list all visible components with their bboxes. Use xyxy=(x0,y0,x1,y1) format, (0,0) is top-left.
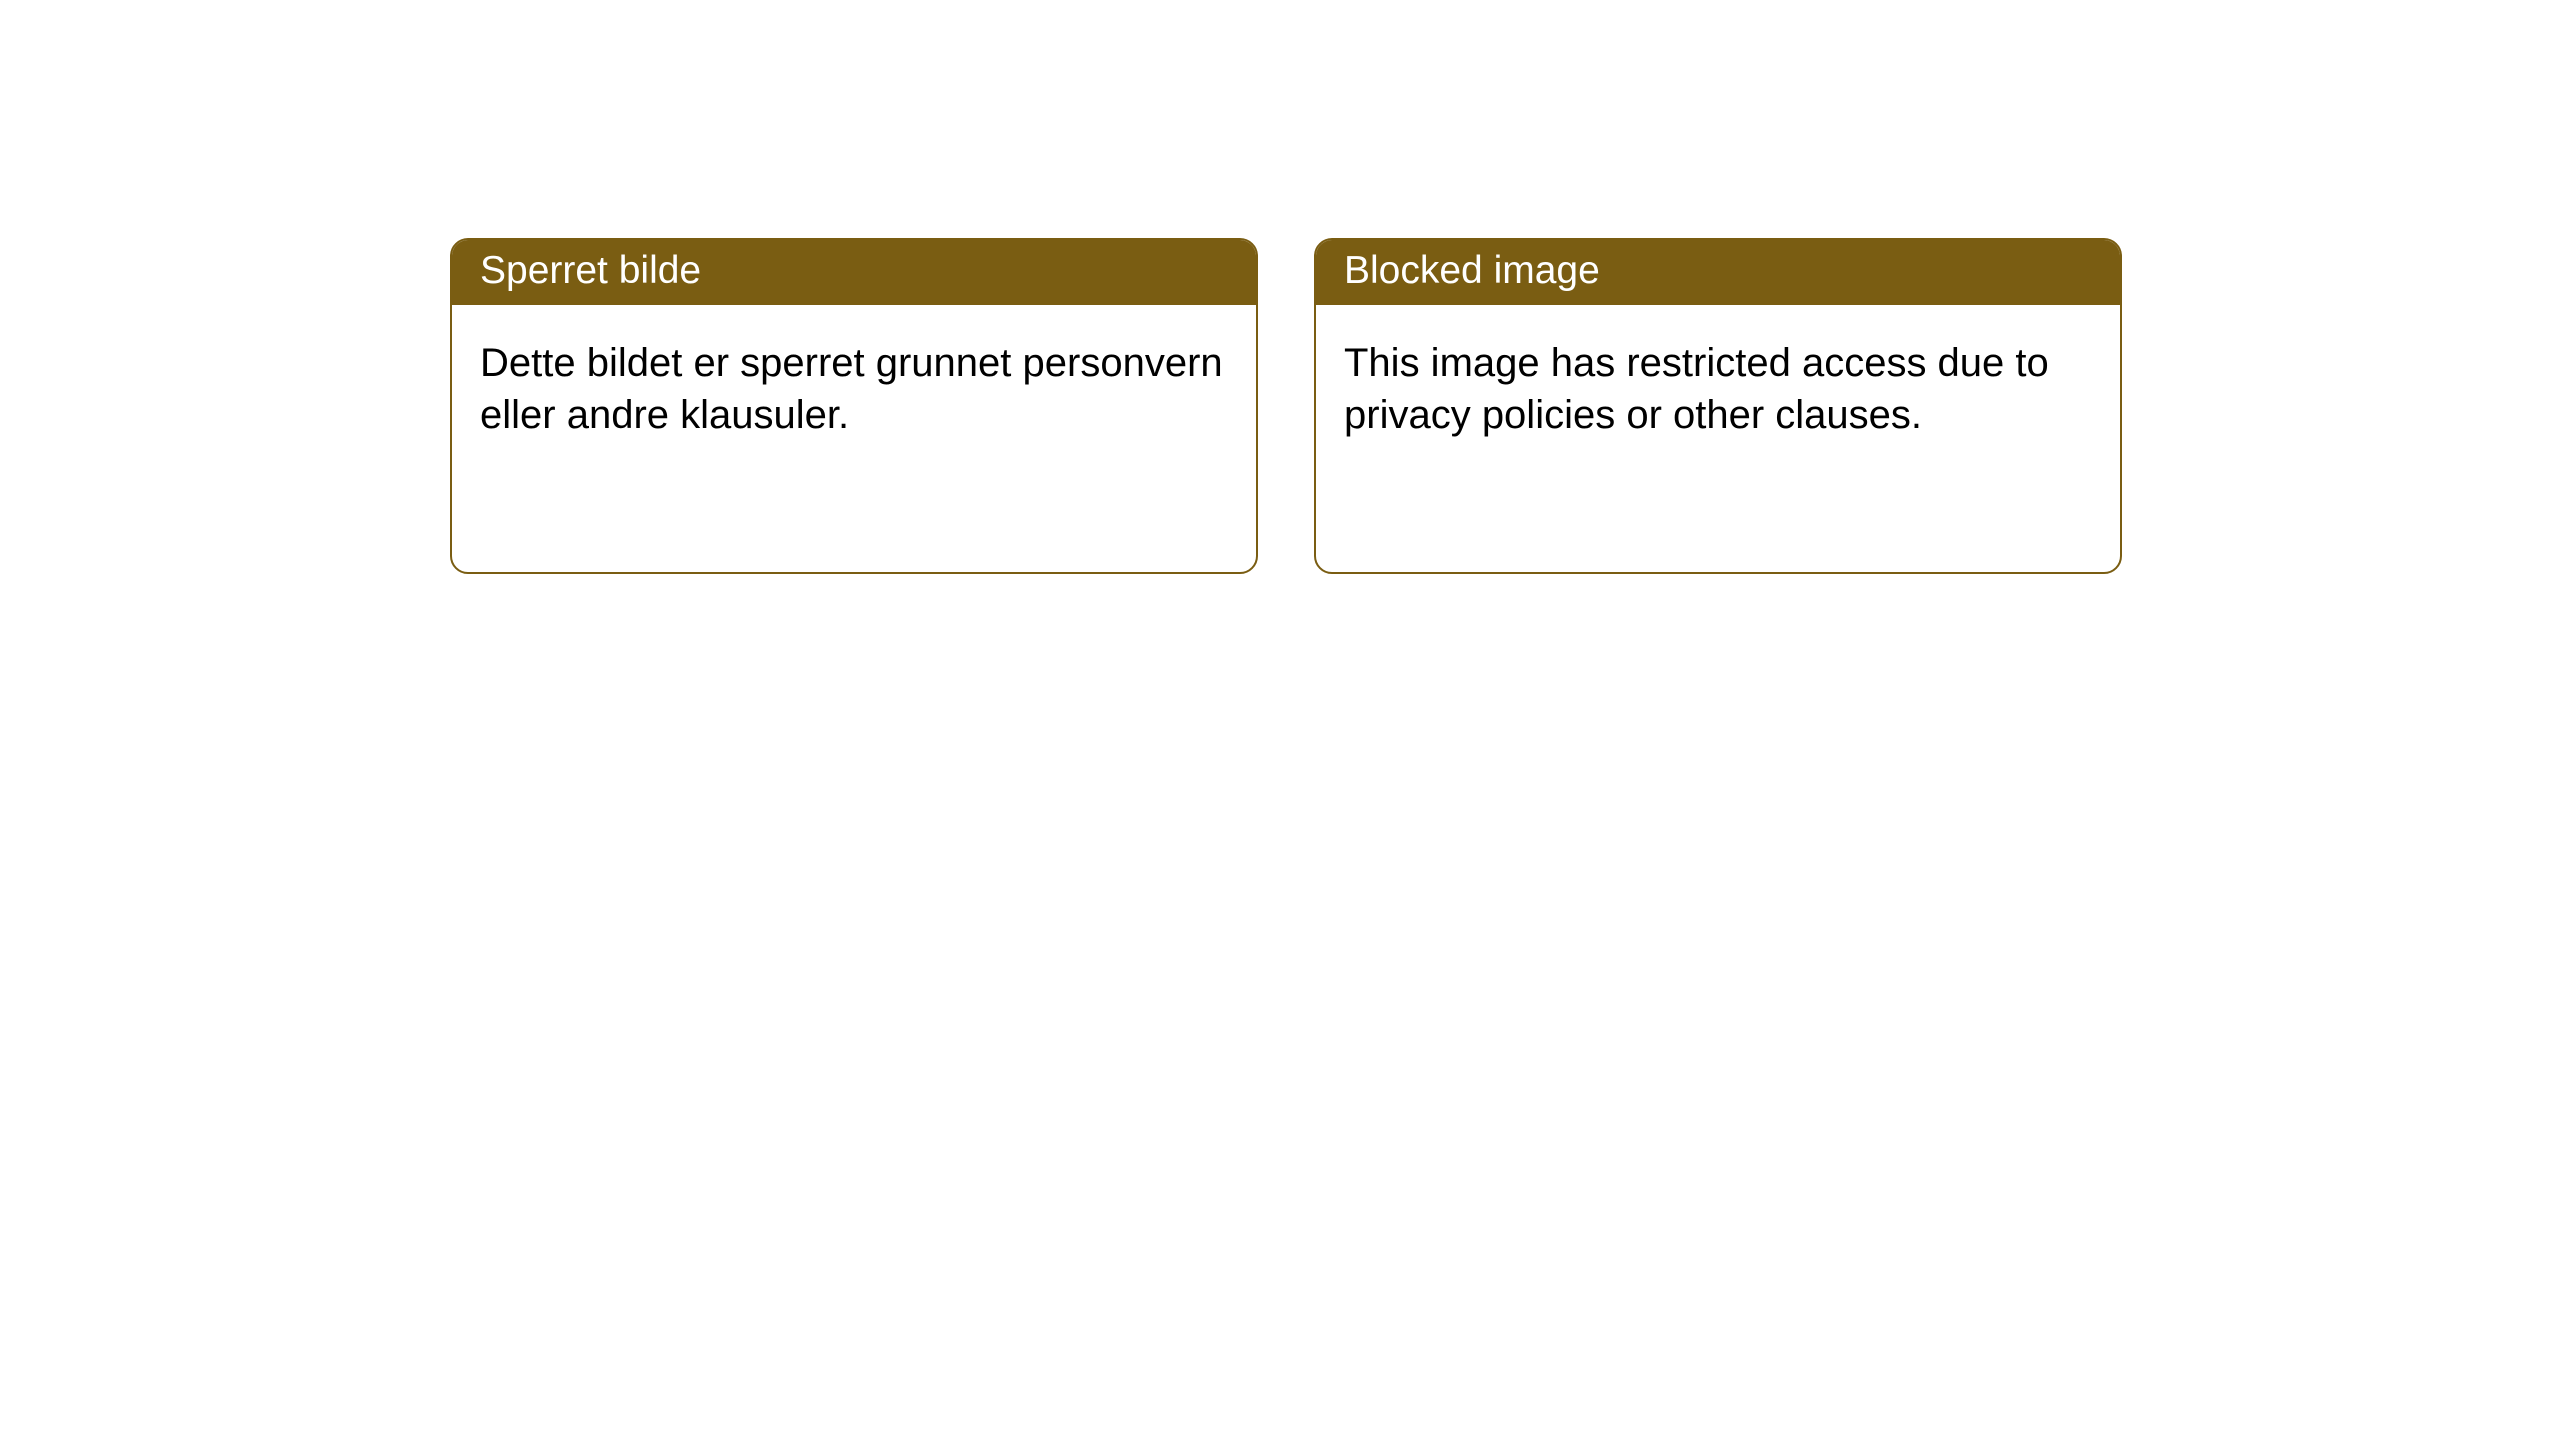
notice-body-text: Dette bildet er sperret grunnet personve… xyxy=(480,341,1223,437)
notice-container: Sperret bilde Dette bildet er sperret gr… xyxy=(0,0,2560,574)
notice-body: Dette bildet er sperret grunnet personve… xyxy=(452,305,1256,473)
notice-header: Blocked image xyxy=(1316,240,2120,305)
notice-body-text: This image has restricted access due to … xyxy=(1344,341,2049,437)
notice-body: This image has restricted access due to … xyxy=(1316,305,2120,473)
notice-card-english: Blocked image This image has restricted … xyxy=(1314,238,2122,574)
notice-title: Blocked image xyxy=(1344,249,1600,292)
notice-card-norwegian: Sperret bilde Dette bildet er sperret gr… xyxy=(450,238,1258,574)
notice-title: Sperret bilde xyxy=(480,249,701,292)
notice-header: Sperret bilde xyxy=(452,240,1256,305)
